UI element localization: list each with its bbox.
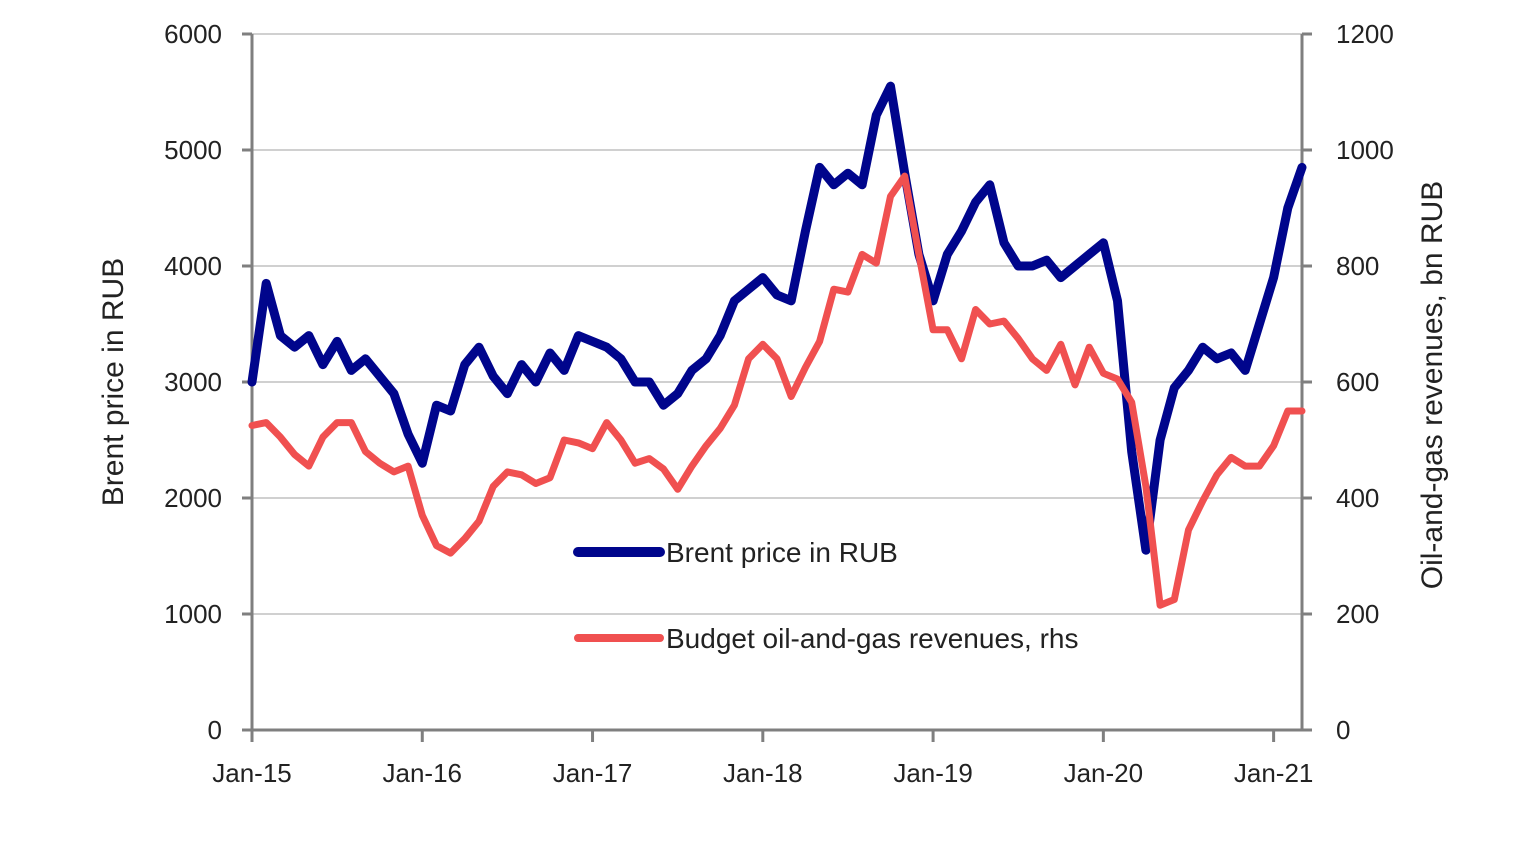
left-tick-label: 4000 <box>164 251 222 281</box>
right-tick-label: 800 <box>1336 251 1379 281</box>
x-tick-label: Jan-19 <box>893 758 973 788</box>
x-tick-label: Jan-15 <box>212 758 292 788</box>
left-tick-label: 6000 <box>164 19 222 49</box>
legend-label-brent: Brent price in RUB <box>666 537 898 568</box>
left-tick-label: 2000 <box>164 483 222 513</box>
x-tick-label: Jan-20 <box>1064 758 1144 788</box>
left-tick-label: 1000 <box>164 599 222 629</box>
x-axis: Jan-15 Jan-16 Jan-17 Jan-18 Jan-19 Jan-20 Jan-… <box>212 728 1314 788</box>
right-tick-label: 200 <box>1336 599 1379 629</box>
legend: Brent price in RUB Budget oil-and-gas re… <box>573 537 1078 654</box>
right-tick-label: 600 <box>1336 367 1379 397</box>
series-line-revenues <box>248 172 1306 609</box>
right-tick-label: 1000 <box>1336 135 1394 165</box>
gridlines <box>252 33 1302 615</box>
left-tick-label: 5000 <box>164 135 222 165</box>
x-tick-label: Jan-21 <box>1234 758 1314 788</box>
left-tick-label: 0 <box>208 715 222 745</box>
left-tick-label: 3000 <box>164 367 222 397</box>
series-line-brent <box>247 81 1307 555</box>
series-lines <box>247 81 1307 609</box>
x-tick-label: Jan-18 <box>723 758 803 788</box>
right-axis-title: Oil-and-gas revenues, bn RUB <box>1416 181 1449 590</box>
right-y-axis: 0 200 400 600 800 1000 1200 <box>1300 19 1394 745</box>
right-tick-label: 1200 <box>1336 19 1394 49</box>
right-tick-label: 0 <box>1336 715 1350 745</box>
right-tick-label: 400 <box>1336 483 1379 513</box>
left-y-axis: 0 1000 2000 3000 4000 5000 6000 <box>164 19 254 745</box>
x-tick-label: Jan-16 <box>383 758 463 788</box>
legend-label-revenues: Budget oil-and-gas revenues, rhs <box>666 623 1078 654</box>
x-tick-label: Jan-17 <box>553 758 633 788</box>
left-axis-title: Brent price in RUB <box>97 258 130 506</box>
